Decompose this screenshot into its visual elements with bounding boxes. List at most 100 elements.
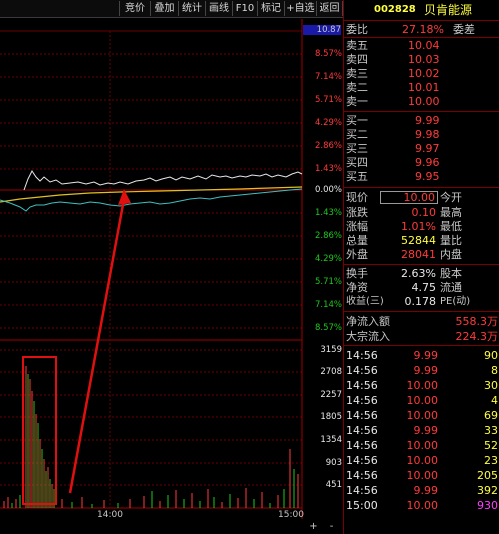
tick-time: 14:56 (346, 424, 378, 437)
bid-row: 买五 9.95 (344, 170, 499, 183)
committee-diff-label: 委差 (453, 23, 475, 36)
tick-row: 14:56 10.00 30 (344, 379, 499, 392)
flow-label: 大宗流入 (346, 330, 390, 343)
tick-row: 14:56 9.99 392 (344, 484, 499, 497)
quote-label: 涨幅 (346, 220, 368, 233)
quote-label: 现价 (346, 191, 368, 204)
toolbar-auction-button[interactable]: 竞价 (119, 1, 150, 16)
stats-value: 0.178 (404, 295, 437, 308)
quote-label-2: 量比 (440, 234, 462, 247)
ask-price: 10.01 (408, 81, 440, 94)
toolbar-draw-button[interactable]: 画线 (205, 1, 232, 16)
tick-volume: 33 (484, 424, 498, 437)
tick-volume: 69 (484, 409, 498, 422)
bid-row: 买一 9.99 (344, 114, 499, 127)
stats-label: 换手 (346, 267, 368, 280)
tick-time: 14:56 (346, 469, 378, 482)
stats-label: 净资 (346, 281, 368, 294)
tick-price: 10.00 (406, 469, 439, 482)
ask-label: 卖二 (346, 81, 368, 94)
price-line (23, 170, 303, 191)
stats-row: 换手 2.63% 股本 (344, 267, 499, 280)
stats-value: 2.63% (401, 267, 436, 280)
annotation-arrow (68, 198, 126, 494)
flow-value: 558.3万 (455, 315, 499, 328)
tick-time: 14:56 (346, 349, 378, 362)
quote-row: 总量 52844 量比 (344, 234, 499, 247)
tick-volume: 30 (484, 379, 498, 392)
tick-volume: 930 (477, 499, 498, 512)
volume-label: 451 (325, 480, 342, 490)
toolbar-mark-button[interactable]: 标记 (257, 1, 284, 16)
tick-volume: 4 (491, 394, 498, 407)
committee-row: 委比 27.18% 委差 (344, 23, 499, 36)
stats-row: 净资 4.75 流通 (344, 281, 499, 294)
quote-label-2: 最低 (440, 220, 462, 233)
toolbar-f10-button[interactable]: F10 (232, 1, 257, 16)
tick-time: 14:56 (346, 409, 378, 422)
time-label-1400: 14:00 (97, 510, 123, 520)
intraday-chart[interactable]: 10.87 8.57% 7.14% 5.71% 4.29% 2.86% 1.43… (0, 19, 343, 534)
volume-label: 2257 (320, 390, 342, 400)
average-price-line (0, 186, 303, 203)
price-label: 7.14% (314, 300, 342, 310)
tick-price: 10.00 (406, 454, 439, 467)
quote-row: 涨跌 0.10 最高 (344, 206, 499, 219)
quote-label: 外盘 (346, 248, 368, 261)
tick-row: 14:56 9.99 8 (344, 364, 499, 377)
toolbar-add-watchlist-button[interactable]: +自选 (284, 1, 316, 16)
price-label: 5.71% (314, 95, 342, 105)
bid-label: 买二 (346, 128, 368, 141)
toolbar-back-button[interactable]: 返回 (316, 1, 343, 16)
tick-row: 14:56 10.00 69 (344, 409, 499, 422)
price-label-zero: 0.00% (314, 185, 342, 195)
current-price: 10.00 (380, 191, 438, 204)
ask-row: 卖三 10.02 (344, 67, 499, 80)
quote-row: 现价 10.00 今开 (344, 191, 499, 204)
tick-volume: 392 (477, 484, 498, 497)
ask-row: 卖五 10.04 (344, 39, 499, 52)
tick-row: 14:56 10.00 4 (344, 394, 499, 407)
quote-label: 涨跌 (346, 206, 368, 219)
ask-price: 10.02 (408, 67, 440, 80)
flow-value: 224.3万 (455, 330, 499, 343)
volume-label: 1805 (320, 412, 342, 422)
quote-label-2: 今开 (440, 191, 462, 204)
price-label: 1.43% (314, 164, 342, 174)
bid-price: 9.99 (415, 114, 440, 127)
divider (344, 311, 499, 312)
zoom-out-button[interactable]: - (329, 521, 334, 532)
ask-price: 10.00 (408, 95, 440, 108)
tick-row: 14:56 10.00 205 (344, 469, 499, 482)
price-label: 2.86% (314, 141, 342, 151)
stock-code: 002828 (374, 4, 416, 15)
tick-price: 9.99 (413, 484, 439, 497)
chart-toolbar: 竞价 叠加 统计 画线 F10 标记 +自选 返回 (0, 0, 343, 18)
ask-label: 卖一 (346, 95, 368, 108)
price-label: 8.57% (314, 49, 342, 59)
tick-volume: 90 (484, 349, 498, 362)
tick-price: 10.00 (406, 439, 439, 452)
committee-ratio: 27.18% (402, 23, 444, 36)
flow-label: 净流入额 (346, 315, 390, 328)
price-label: 5.71% (314, 277, 342, 287)
divider (344, 20, 499, 21)
highlight-box (22, 356, 57, 505)
toolbar-overlay-button[interactable]: 叠加 (150, 1, 178, 16)
tick-time: 14:56 (346, 454, 378, 467)
tick-price: 10.00 (406, 499, 439, 512)
tick-time: 14:56 (346, 394, 378, 407)
tick-time: 14:56 (346, 439, 378, 452)
bid-label: 买一 (346, 114, 368, 127)
volume-label: 1354 (320, 435, 342, 445)
zoom-in-button[interactable]: + (309, 521, 318, 532)
quote-label: 总量 (346, 234, 368, 247)
price-label: 2.86% (314, 231, 342, 241)
stats-label-2: 流通 (440, 281, 462, 294)
volume-label: 2708 (320, 367, 342, 377)
toolbar-stats-button[interactable]: 统计 (178, 1, 205, 16)
divider (344, 111, 499, 112)
tick-price: 9.99 (413, 364, 439, 377)
tick-volume: 52 (484, 439, 498, 452)
quote-value: 52844 (401, 234, 436, 247)
